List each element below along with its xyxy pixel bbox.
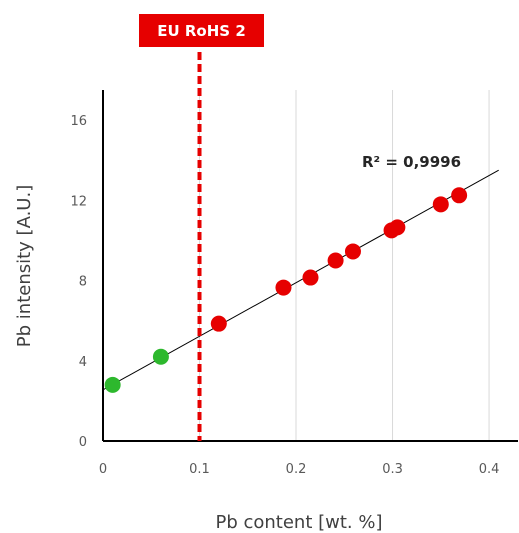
y-tick-label: 16 [70, 114, 87, 129]
r2-annotation: R² = 0,9996 [362, 153, 461, 171]
data-point [389, 219, 406, 236]
threshold-label: EU RoHS 2 [157, 22, 246, 40]
data-point [344, 243, 361, 260]
data-point [104, 376, 121, 393]
x-tick-label: 0.3 [382, 462, 403, 477]
data-points [104, 187, 468, 393]
y-tick-label: 8 [79, 275, 87, 290]
data-point [432, 196, 449, 213]
y-tick-labels: 0 4 8 12 16 [70, 114, 87, 450]
x-tick-labels: 0 0.1 0.2 0.3 0.4 [99, 462, 500, 477]
data-point [451, 187, 468, 204]
data-point [210, 315, 227, 332]
data-point [275, 279, 292, 296]
x-tick-label: 0.4 [479, 462, 500, 477]
y-tick-label: 0 [79, 435, 87, 450]
x-tick-label: 0 [99, 462, 107, 477]
axes [102, 90, 518, 442]
threshold-badge [139, 14, 264, 47]
y-tick-label: 4 [79, 355, 87, 370]
data-point [152, 348, 169, 365]
grid [199, 90, 490, 441]
threshold-group: EU RoHS 2 [139, 14, 264, 441]
y-tick-label: 12 [70, 194, 87, 209]
trendline-group [102, 169, 499, 391]
x-tick-label: 0.1 [189, 462, 210, 477]
data-point [302, 269, 319, 286]
y-axis-title: Pb intensity [A.U.] [14, 185, 35, 347]
data-point [327, 252, 344, 269]
x-axis-title: Pb content [wt. %] [215, 512, 382, 533]
x-tick-label: 0.2 [286, 462, 307, 477]
trendline [102, 169, 499, 391]
